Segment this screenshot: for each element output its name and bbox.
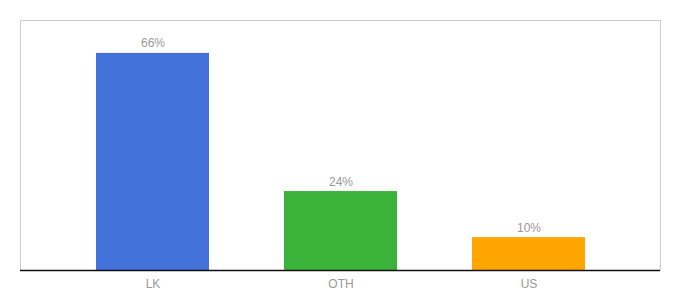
svg-text:66%: 66% <box>141 36 165 50</box>
svg-text:24%: 24% <box>329 175 353 189</box>
svg-text:OTH: OTH <box>328 277 353 291</box>
svg-text:LK: LK <box>146 277 161 291</box>
svg-text:10%: 10% <box>517 221 541 235</box>
svg-text:US: US <box>521 277 538 291</box>
